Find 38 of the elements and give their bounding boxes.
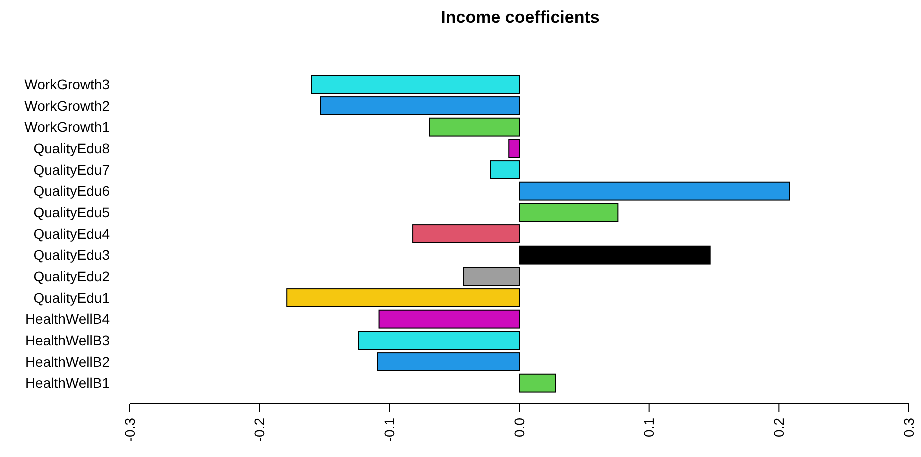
y-tick-label: QualityEdu7 (34, 162, 110, 178)
x-tick-label: 0.1 (641, 418, 658, 438)
bar (508, 139, 520, 158)
bar (378, 310, 520, 329)
y-tick-label: QualityEdu4 (34, 226, 110, 242)
y-tick-label: WorkGrowth1 (24, 119, 110, 136)
x-tick-label: -0.3 (122, 418, 138, 442)
y-tick-label: QualityEdu1 (34, 290, 110, 306)
y-tick-label: HealthWellB2 (25, 354, 110, 370)
x-tick-label: -0.1 (382, 418, 398, 442)
bar (412, 224, 520, 244)
bar (429, 118, 520, 137)
bar (519, 182, 790, 201)
y-tick-label: HealthWellB3 (25, 332, 110, 349)
bar (519, 203, 619, 222)
y-tick-label: QualityEdu8 (34, 140, 110, 157)
y-tick-label: QualityEdu2 (34, 268, 110, 285)
bar (320, 96, 520, 116)
x-tick-label: 0.3 (900, 418, 917, 438)
bar (377, 352, 520, 372)
bar (358, 331, 520, 350)
y-tick-label: QualityEdu5 (34, 204, 110, 221)
bar (519, 374, 556, 393)
x-tick-label: 0.2 (771, 418, 788, 438)
bar (463, 267, 520, 286)
chart-title: Income coefficients (441, 8, 600, 27)
bar (490, 160, 520, 180)
y-tick-label: QualityEdu3 (34, 247, 110, 264)
y-tick-label: QualityEdu6 (34, 183, 110, 200)
bar (519, 246, 711, 265)
y-tick-label: HealthWellB4 (25, 311, 110, 328)
x-tick-label: 0.0 (511, 418, 528, 438)
bar (311, 75, 520, 94)
y-tick-label: WorkGrowth3 (24, 76, 110, 93)
bar (286, 288, 520, 308)
y-tick-label: HealthWellB1 (25, 375, 110, 392)
x-tick-label: -0.2 (252, 418, 268, 442)
y-tick-label: WorkGrowth2 (24, 98, 110, 114)
